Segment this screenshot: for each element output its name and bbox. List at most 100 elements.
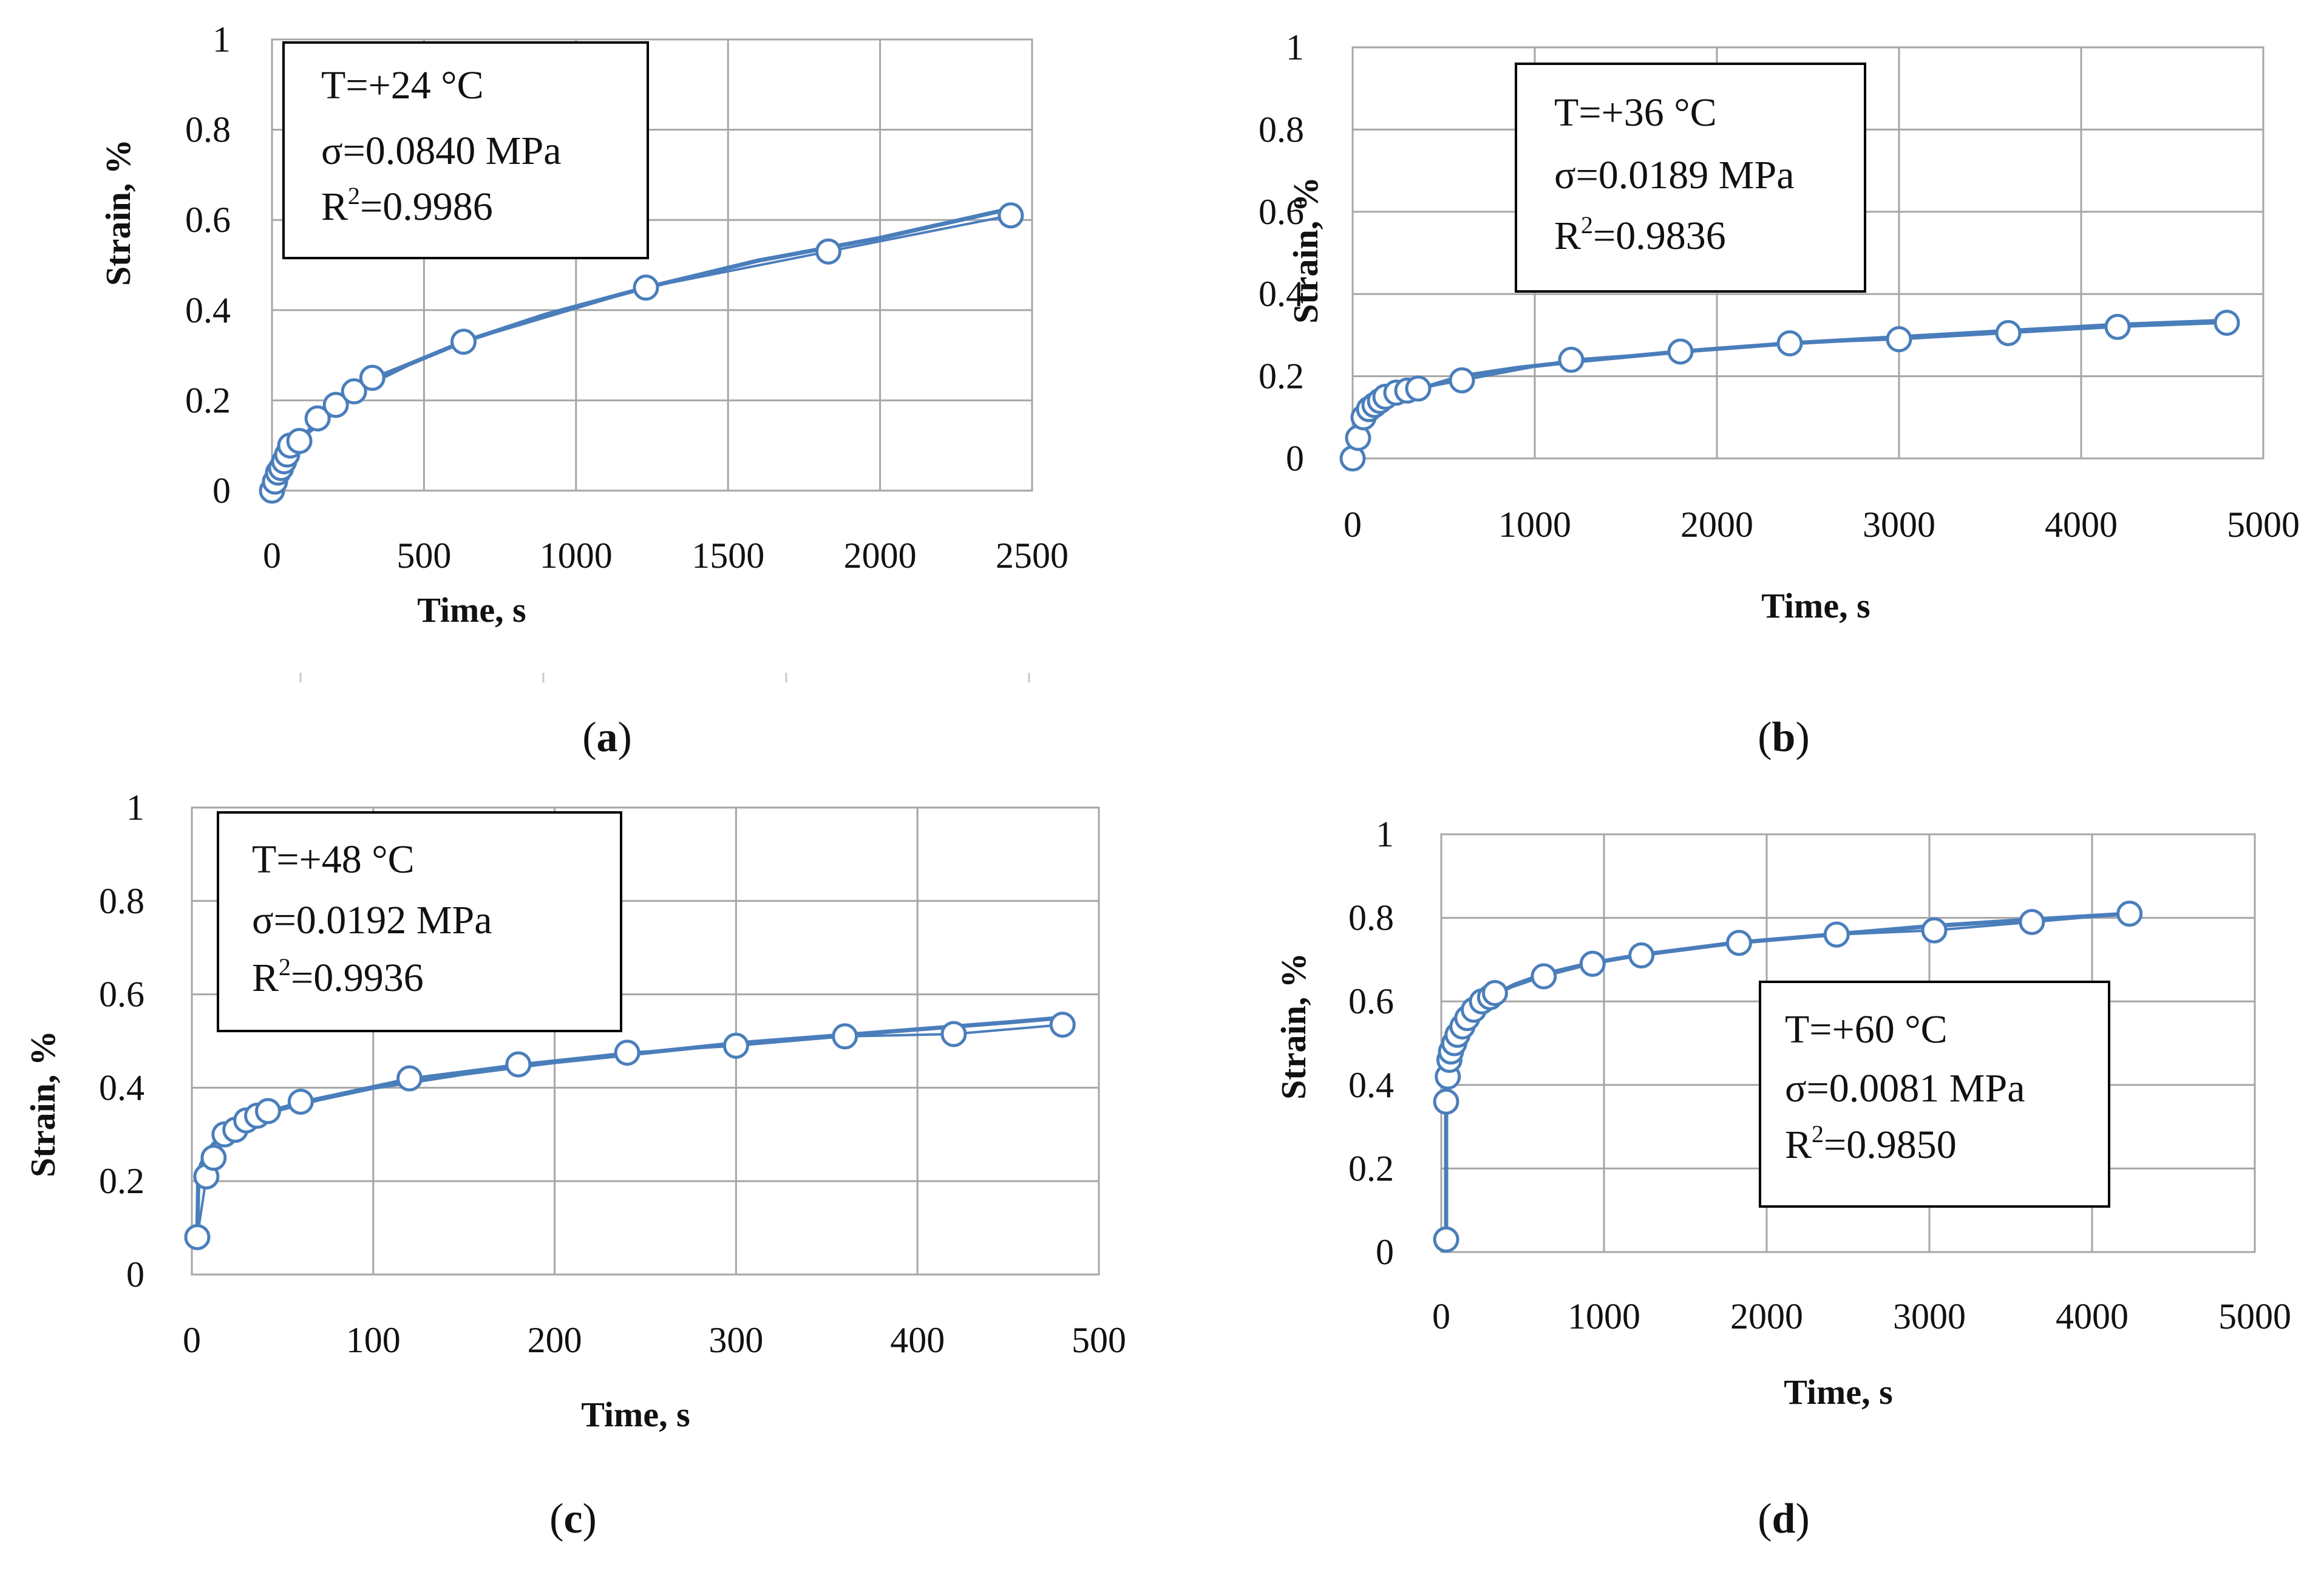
x-axis-title: Time, s [581,1395,690,1434]
data-point-marker [1049,1012,1076,1038]
chart-b-svg: 0 0.2 0.4 0.6 0.8 1 0 1000 2000 3000 4000 5000 Tim… [1259,27,2300,761]
data-point-marker [184,1224,211,1250]
data-point-marker [1558,347,1585,373]
plot-area-frame [271,38,1033,492]
panel-c: 0 0.2 0.4 0.6 0.8 1 0 100 200 300 400 500 Time, s … [0,784,1162,1569]
data-point-marker [200,1145,227,1171]
chart-c-yticks: 0 0.2 0.4 0.6 0.8 1 [99,788,144,1295]
x-tick-label: 3000 [1893,1296,1966,1336]
data-point-marker [1776,330,1803,356]
legend-stress: σ=0.0192 MPa [252,898,492,942]
x-tick-label: 4000 [2045,505,2118,545]
x-tick-label: 200 [528,1320,582,1360]
x-tick-label: 1500 [691,536,764,576]
y-tick-label: 0 [1376,1232,1394,1272]
y-axis-title: Strain, % [23,1030,63,1177]
legend-stress: σ=0.0081 MPa [1785,1066,2025,1111]
x-tick-label: 2000 [1730,1296,1803,1336]
y-tick-label: 0.6 [185,200,231,240]
y-tick-label: 0.8 [185,110,231,150]
y-tick-label: 1 [212,19,231,60]
y-tick-label: 0.2 [1259,356,1304,397]
legend-r2-prefix: R [321,185,348,229]
legend-r2-value: =0.9986 [360,185,493,229]
y-tick-label: 0 [126,1254,144,1295]
legend-r-squared: R2=0.9986 [321,182,493,229]
data-point-marker [322,392,349,418]
data-point-marker [1433,1226,1459,1253]
legend-r-squared: R2=0.9836 [1554,211,1726,258]
data-point-marker [341,378,367,405]
x-tick-label: 500 [396,536,451,576]
data-point-marker [633,274,659,301]
y-axis-title: Strain, % [1274,953,1313,1100]
legend-temperature: T=+24 °C [321,63,484,107]
chart-d-xticks: 0 1000 2000 3000 4000 5000 [1432,1296,2291,1336]
data-point-marker [1433,1088,1459,1115]
chart-a-svg: 0 0.2 0.4 0.6 0.8 1 0 500 1000 1500 2000 2500 Time… [98,19,1069,761]
legend-temperature: T=+60 °C [1785,1007,1948,1052]
data-point-marker [450,328,477,355]
x-tick-label: 2000 [1680,505,1753,545]
x-tick-label: 5000 [2218,1296,2291,1336]
legend-r2-prefix: R [252,956,279,1000]
x-tick-label: 1000 [1568,1296,1640,1336]
legend-r2-value: =0.9850 [1824,1123,1957,1167]
legend-stress: σ=0.0840 MPa [321,129,561,173]
y-tick-label: 0.8 [99,881,144,921]
chart-c-series [184,1012,1076,1250]
x-tick-label: 400 [890,1320,945,1360]
data-point-marker [2019,908,2045,935]
x-tick-label: 500 [1072,1320,1126,1360]
y-tick-label: 0 [212,471,231,511]
y-axis-title: Strain, % [1286,177,1325,324]
legend-temperature: T=+48 °C [252,837,415,882]
y-tick-label: 0.2 [1348,1148,1394,1188]
x-axis-title: Time, s [417,590,526,630]
x-tick-label: 2000 [844,536,917,576]
y-tick-label: 1 [1286,27,1304,67]
x-tick-label: 2500 [996,536,1069,576]
data-point-marker [2214,310,2240,336]
legend-r-squared: R2=0.9850 [1785,1120,1957,1167]
data-point-marker [1886,326,1912,353]
data-point-marker [254,1098,281,1125]
legend-box: T=+48 °C σ=0.0192 MPa R2=0.9936 [217,811,622,1032]
data-point-marker [1579,950,1606,977]
chart-d-series [1433,900,2143,1253]
legend-r2-sup: 2 [348,182,360,209]
panel-d: 0 0.2 0.4 0.6 0.8 1 0 1000 2000 3000 4000 5000 Tim… [1162,784,2324,1569]
x-tick-label: 0 [1432,1296,1450,1336]
chart-c-xticks: 0 100 200 300 400 500 [183,1320,1126,1360]
chart-a-xticks: 0 500 1000 1500 2000 2500 [263,536,1069,576]
legend-r2-sup: 2 [279,953,291,981]
legend-r2-sup: 2 [1581,211,1593,239]
x-tick-label: 4000 [2056,1296,2129,1336]
legend-stress: σ=0.0189 MPa [1554,153,1794,197]
x-axis-title: Time, s [1784,1372,1892,1412]
data-point-marker [1921,917,1948,944]
data-point-marker [1449,367,1475,393]
data-point-marker [1823,921,1850,948]
x-tick-label: 1000 [1498,505,1571,545]
chart-a-series [259,202,1024,504]
legend-frame [1759,981,2110,1208]
y-tick-label: 0.2 [99,1161,144,1201]
legend-box: T=+60 °C σ=0.0081 MPa R2=0.9850 [1759,981,2110,1208]
y-tick-label: 0.6 [99,975,144,1015]
chart-b-yticks: 0 0.2 0.4 0.6 0.8 1 [1259,27,1304,478]
data-point-marker [815,238,841,265]
data-point-marker [359,364,386,391]
data-point-marker [1405,375,1432,402]
legend-box: T=+24 °C σ=0.0840 MPa R2=0.9986 [282,41,649,259]
x-tick-label: 100 [346,1320,401,1360]
legend-frame [282,41,649,259]
data-point-marker [1667,338,1694,365]
y-tick-label: 0.4 [99,1067,144,1108]
caption-letter: a [597,714,618,761]
data-point-marker [940,1021,967,1047]
y-tick-label: 0.6 [1348,981,1394,1021]
x-tick-label: 300 [708,1320,763,1360]
legend-frame [1515,63,1866,293]
legend-box: T=+36 °C σ=0.0189 MPa R2=0.9836 [1515,63,1866,293]
